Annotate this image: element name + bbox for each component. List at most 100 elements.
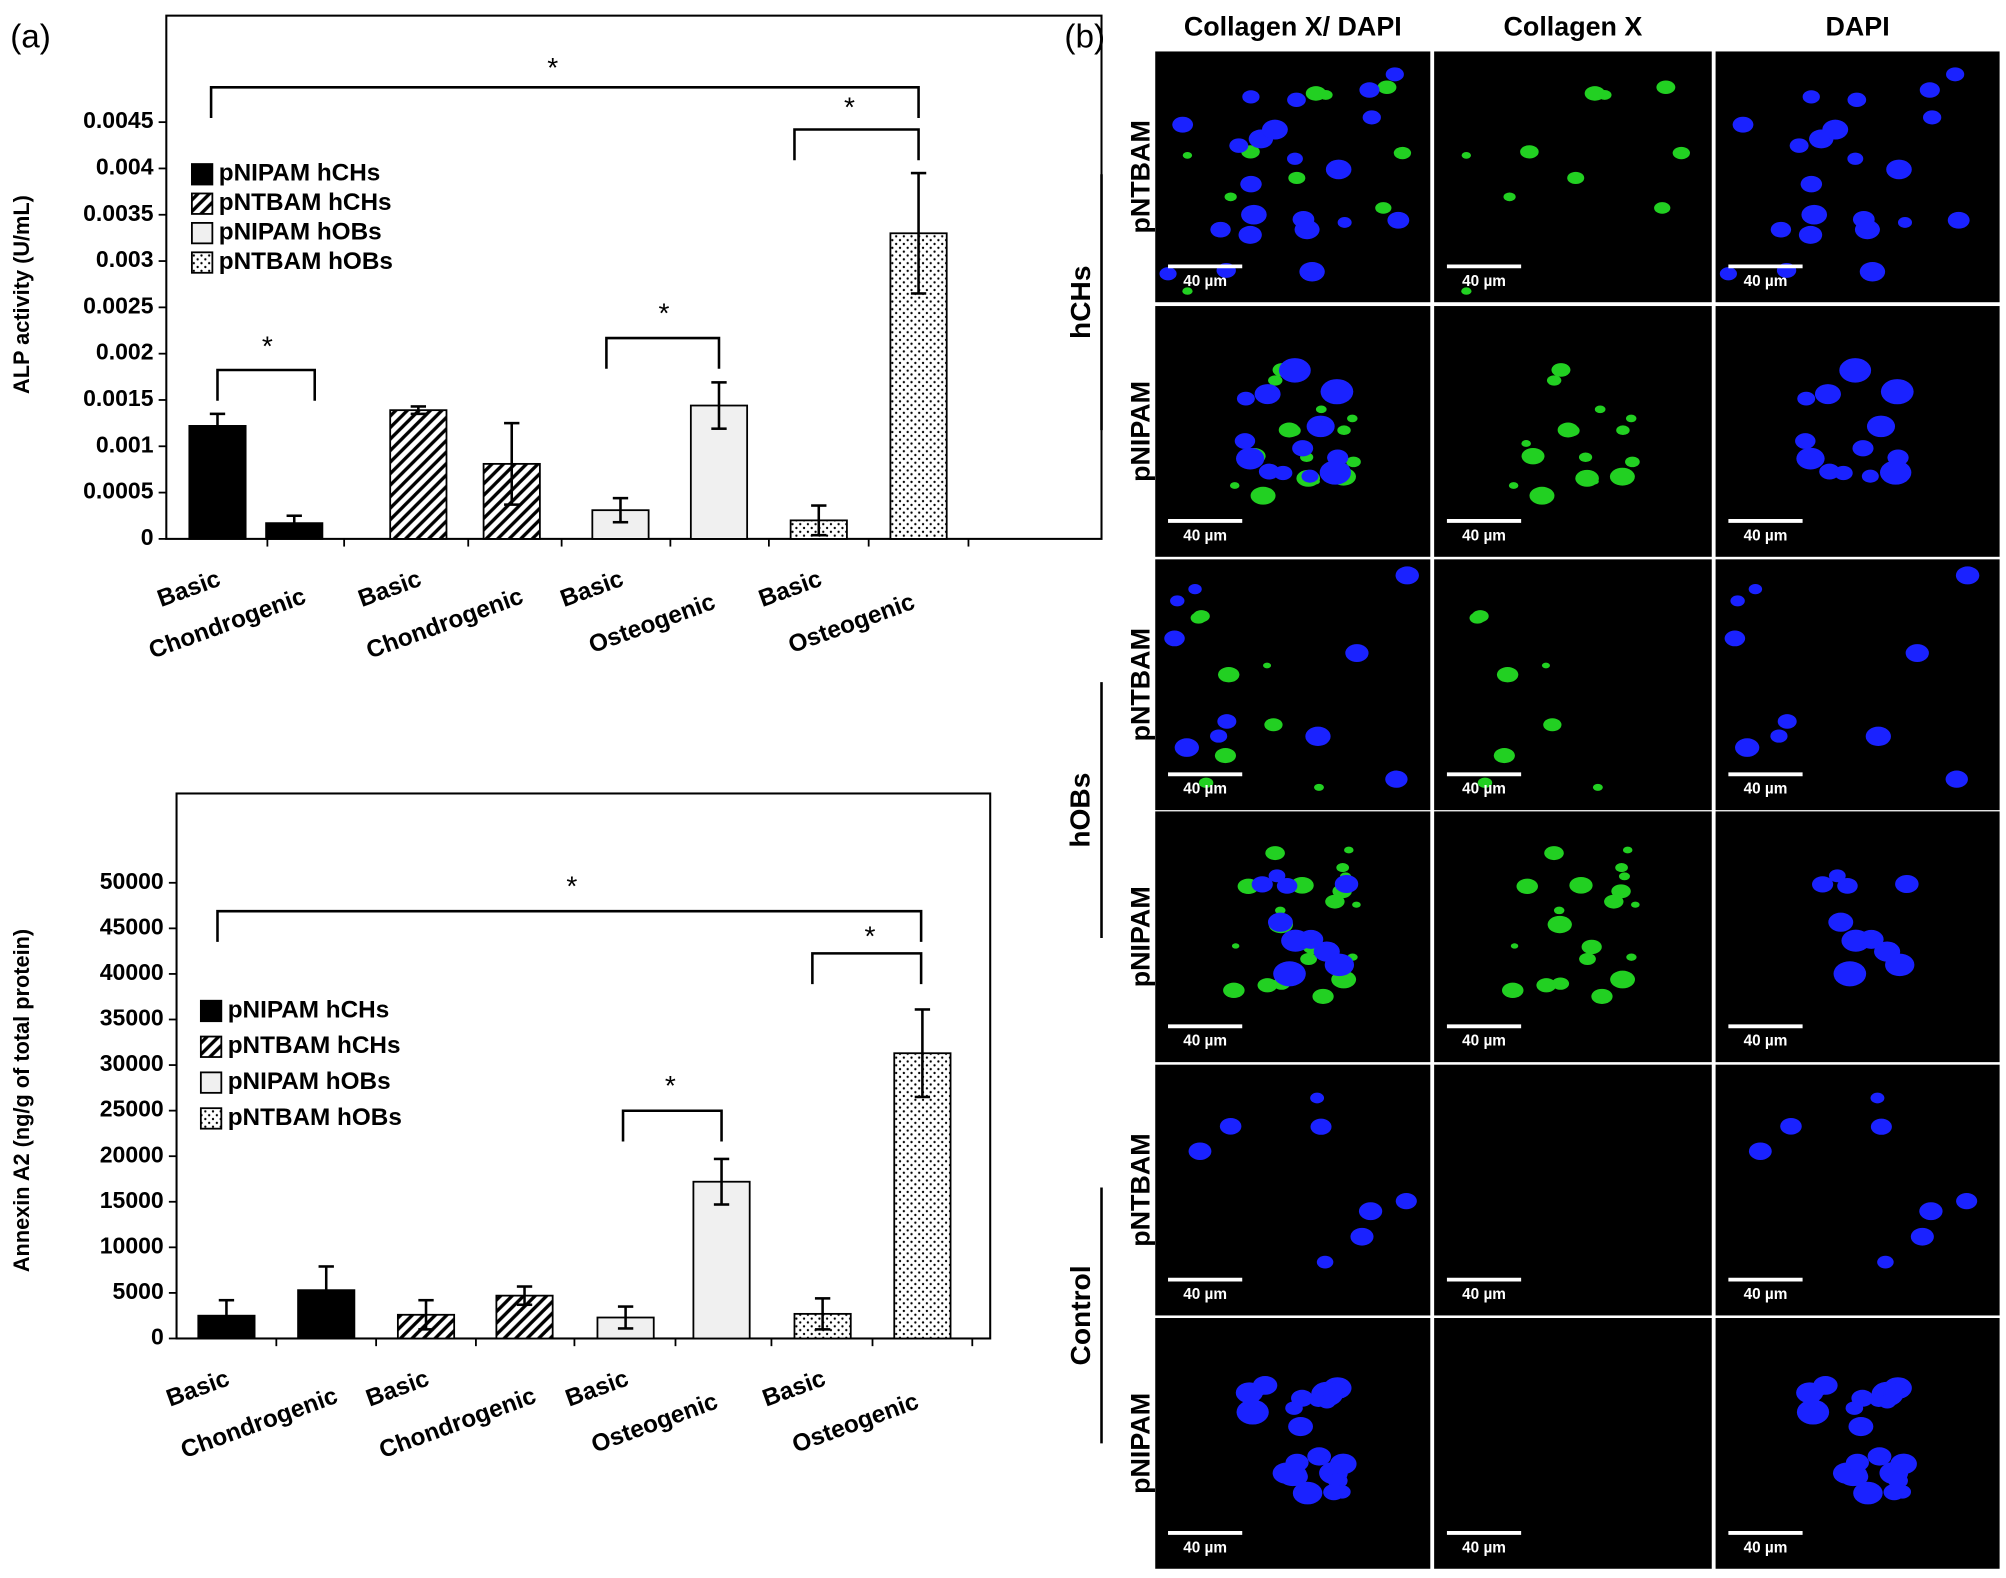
legend-swatch: [199, 1107, 223, 1130]
stain-green: [1346, 456, 1361, 468]
stain-blue: [1867, 1447, 1892, 1466]
stain-green: [1337, 425, 1351, 436]
stain-blue: [1292, 440, 1314, 457]
stain-green: [1626, 953, 1637, 961]
micrograph: [1434, 811, 1712, 1063]
micrograph: [1434, 1318, 1712, 1569]
stain-green: [1190, 612, 1207, 624]
stain-blue: [1188, 1142, 1212, 1160]
stain-green: [1461, 287, 1472, 295]
group-label: hCHs: [1065, 265, 1096, 338]
stain-blue: [1248, 1382, 1267, 1397]
stain-green: [1569, 876, 1593, 894]
stain-green: [1551, 977, 1570, 990]
stain-green: [1218, 667, 1240, 683]
stain-green: [1508, 482, 1519, 489]
significance-label: *: [844, 91, 855, 122]
error-bar: [811, 504, 827, 537]
stain-green: [1477, 777, 1493, 788]
legend-swatch: [199, 999, 223, 1023]
stain-green: [1502, 982, 1524, 999]
stain-blue: [1853, 1481, 1883, 1505]
stain-blue: [1845, 1453, 1869, 1472]
stain-green: [1616, 425, 1630, 436]
stain-green: [1496, 667, 1519, 683]
y-tick-label: 20000: [100, 1141, 164, 1167]
significance-bracket: [621, 1109, 723, 1142]
stain-blue: [1822, 119, 1849, 140]
stain-blue: [1852, 440, 1874, 457]
significance-bracket: [216, 909, 923, 942]
stain-green: [1609, 467, 1635, 486]
y-tick-label: 0.003: [96, 246, 154, 272]
stain-blue: [1839, 358, 1872, 383]
stain-blue: [1241, 204, 1267, 225]
stain-green: [1551, 363, 1571, 377]
stain-green: [1284, 424, 1301, 437]
stain-green: [1300, 953, 1317, 965]
stain-green: [1265, 846, 1285, 861]
stain-blue: [1859, 261, 1886, 282]
stain-blue: [1276, 877, 1298, 894]
legend-label: pNIPAM hCHs: [228, 996, 390, 1023]
stain-green: [1325, 894, 1345, 909]
x-tick-label: Basic: [755, 565, 825, 613]
stain-blue: [1236, 391, 1255, 406]
stain-blue: [1337, 217, 1352, 228]
significance-bracket: [793, 128, 920, 161]
error-bar: [914, 1008, 931, 1099]
stain-blue: [1719, 267, 1737, 281]
legend-swatch: [191, 221, 214, 245]
stain-blue: [1238, 225, 1262, 244]
stain-green: [1288, 171, 1306, 185]
stain-green: [1393, 146, 1412, 160]
y-axis-label: Annexin A2 (ng/g of total protein): [9, 929, 34, 1272]
stain-blue: [1285, 1453, 1309, 1472]
stain-blue: [1345, 644, 1369, 663]
group-label: Control: [1065, 1265, 1096, 1365]
stain-blue: [1174, 738, 1199, 757]
legend-label: pNIPAM hOBs: [219, 219, 382, 246]
y-tick-label: 50000: [100, 868, 164, 894]
stain-blue: [1334, 874, 1359, 894]
stain-blue: [1833, 961, 1867, 987]
stain-blue: [1217, 714, 1237, 729]
stain-blue: [1789, 138, 1809, 153]
error-bar: [910, 171, 927, 295]
stain-green: [1625, 456, 1640, 468]
y-tick-label: 45000: [100, 913, 164, 939]
y-tick-label: 0.0015: [83, 385, 154, 411]
stain-green: [1290, 876, 1314, 894]
stain-green: [1182, 287, 1193, 295]
stain-green: [1377, 80, 1397, 95]
stain-blue: [1229, 138, 1249, 153]
stain-blue: [1732, 116, 1754, 133]
stain-blue: [1887, 449, 1909, 466]
stain-blue: [1819, 463, 1840, 480]
stain-green: [1654, 202, 1671, 214]
stain-blue: [1287, 92, 1306, 108]
stain-blue: [1837, 877, 1858, 894]
stain-blue: [1777, 714, 1797, 729]
legend-label: pNTBAM hCHs: [219, 189, 392, 216]
stain-blue: [1897, 217, 1912, 228]
stain-green: [1547, 915, 1572, 934]
stain-green: [1631, 901, 1640, 908]
scale-bar-label: 40 µm: [1462, 1286, 1506, 1303]
stain-blue: [1242, 90, 1260, 104]
stain-blue: [1327, 449, 1349, 466]
significance-label: *: [658, 297, 669, 328]
column-header: Collagen X/ DAPI: [1184, 12, 1402, 42]
stain-blue: [1267, 912, 1293, 932]
stain-blue: [1877, 1255, 1894, 1269]
micrograph: [1155, 1318, 1431, 1569]
x-tick-label: Osteogenic: [789, 1388, 923, 1459]
stain-green: [1591, 988, 1613, 1005]
stain-green: [1344, 846, 1354, 854]
stain-blue: [1730, 595, 1745, 607]
significance-bracket: [811, 952, 923, 985]
scale-bar-label: 40 µm: [1183, 273, 1227, 290]
stain-blue: [1318, 1394, 1336, 1409]
stain-green: [1198, 777, 1214, 788]
scale-bar-label: 40 µm: [1462, 527, 1506, 544]
